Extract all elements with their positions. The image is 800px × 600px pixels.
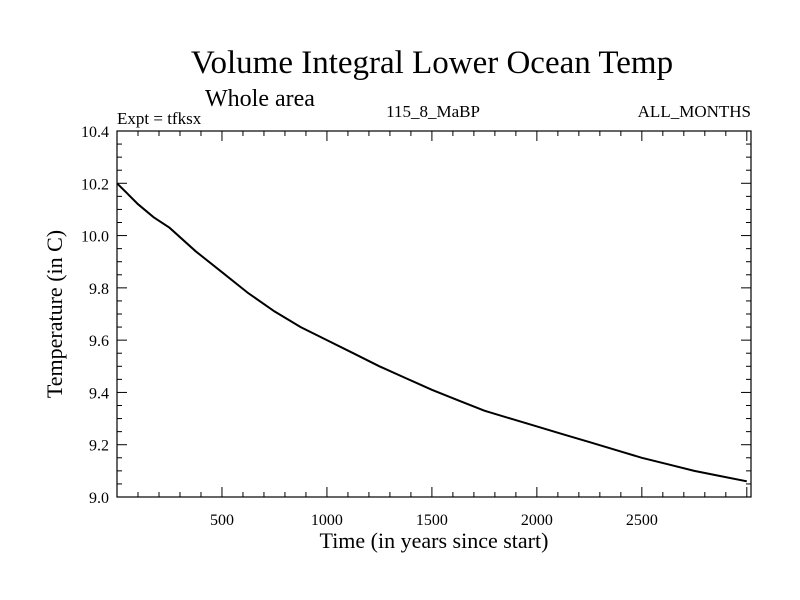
y-axis-label: Temperature (in C) xyxy=(42,230,67,398)
tick-labels: 500 1000 1500 2000 2500 9.0 9.2 9.4 9.6 9.8 10.0 10… xyxy=(81,124,658,529)
x-tick-label: 2500 xyxy=(626,512,658,529)
annotation-period: 115_8_MaBP xyxy=(386,102,480,121)
y-tick-label: 10.2 xyxy=(81,176,109,193)
chart-subtitle: Whole area xyxy=(205,86,315,112)
annotation-months: ALL_MONTHS xyxy=(638,102,751,121)
y-tick-label: 10.0 xyxy=(81,229,109,246)
y-tick-label: 9.0 xyxy=(89,490,109,507)
y-tick-label: 9.2 xyxy=(89,438,109,455)
chart-title: Volume Integral Lower Ocean Temp xyxy=(191,45,673,81)
y-tick-label: 9.6 xyxy=(89,333,109,350)
x-tick-label: 1000 xyxy=(311,512,343,529)
plot-frame xyxy=(116,130,752,498)
y-tick-label: 9.4 xyxy=(89,385,109,402)
y-tick-label: 9.8 xyxy=(89,281,109,298)
x-axis-label: Time (in years since start) xyxy=(320,528,549,553)
x-tick-label: 1500 xyxy=(416,512,448,529)
x-tick-label: 500 xyxy=(210,512,234,529)
y-tick-label: 10.4 xyxy=(81,124,109,141)
axis-ticks xyxy=(117,130,751,498)
series-line xyxy=(116,182,747,483)
annotation-expt: Expt = tfksx xyxy=(117,109,202,128)
x-tick-label: 2000 xyxy=(521,512,553,529)
